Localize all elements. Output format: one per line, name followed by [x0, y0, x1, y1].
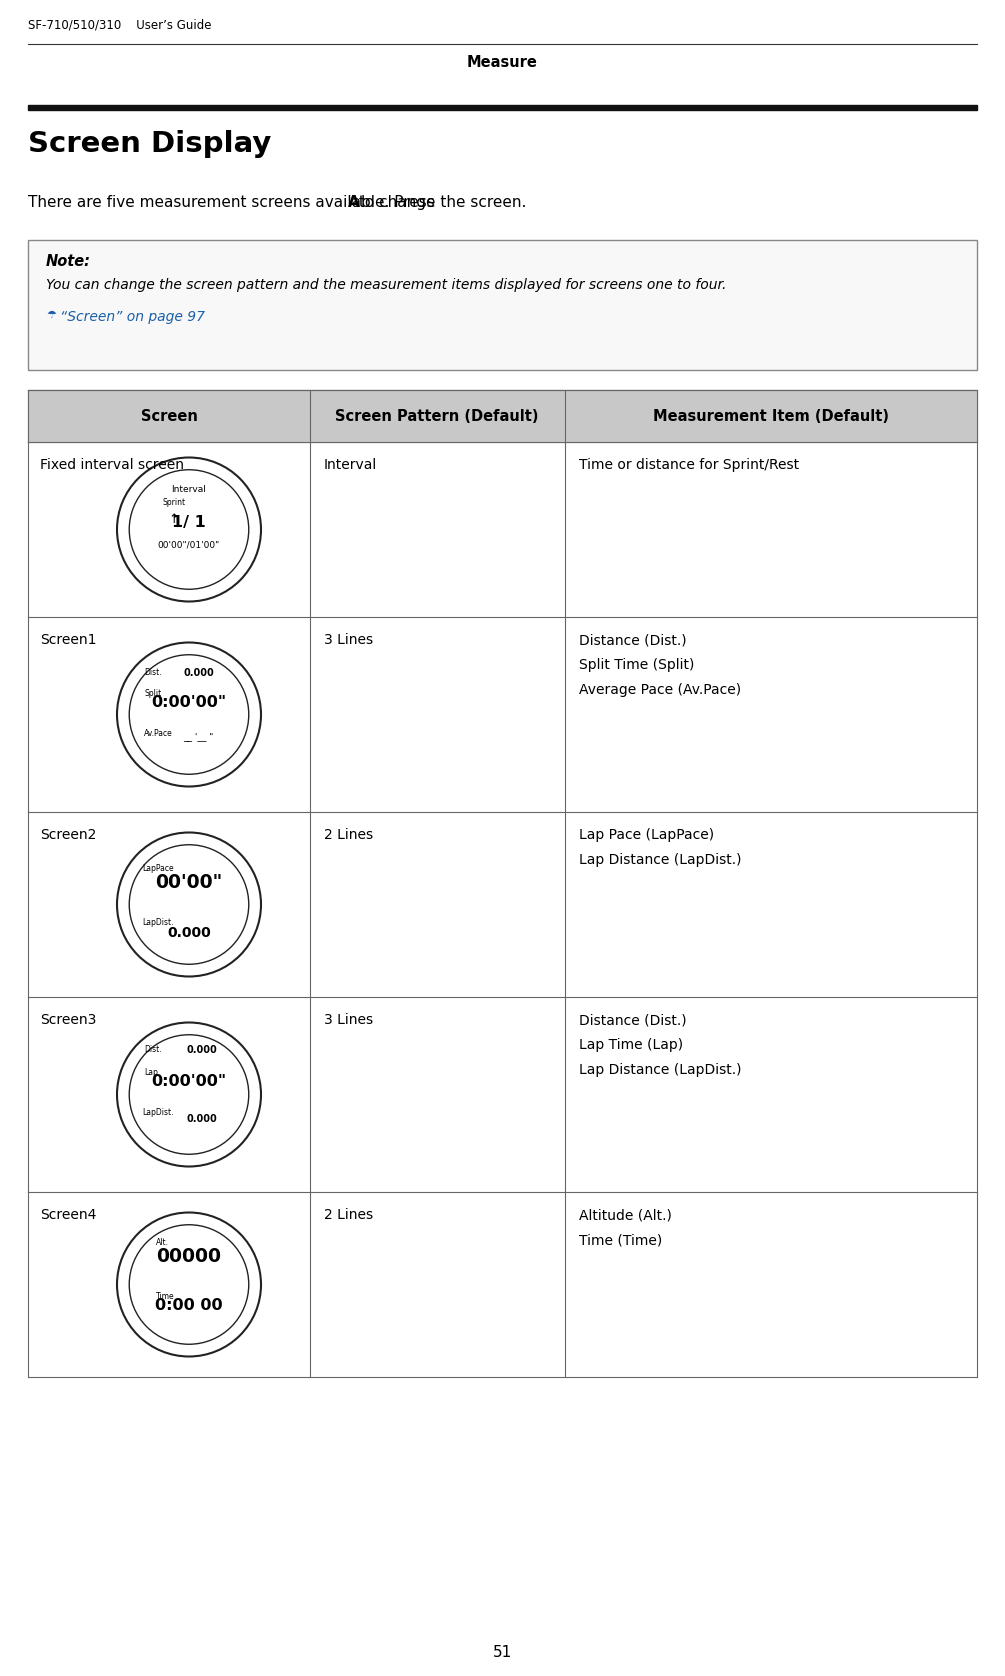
Text: ☂: ☂	[46, 310, 56, 320]
Text: 3 Lines: 3 Lines	[324, 1012, 373, 1027]
Text: __ '__ ": __ '__ "	[183, 732, 213, 741]
Text: Av.Pace: Av.Pace	[144, 729, 173, 739]
Text: Note:: Note:	[46, 255, 91, 270]
Text: Screen3: Screen3	[40, 1012, 96, 1027]
Text: Screen Display: Screen Display	[28, 131, 271, 158]
Text: Lap: Lap	[144, 1068, 158, 1076]
Text: Time or distance for Sprint/Rest: Time or distance for Sprint/Rest	[579, 458, 799, 473]
Text: Split: Split	[144, 689, 162, 699]
Bar	[28, 391, 977, 442]
Text: 0.000: 0.000	[183, 669, 214, 677]
Text: Alt.: Alt.	[156, 1239, 169, 1247]
Text: LapDist.: LapDist.	[143, 918, 174, 927]
Text: You can change the screen pattern and the measurement items displayed for screen: You can change the screen pattern and th…	[46, 278, 727, 292]
Text: 0:00'00": 0:00'00"	[152, 696, 226, 711]
Text: 1/ 1: 1/ 1	[172, 515, 206, 530]
Text: 0:00'00": 0:00'00"	[152, 1074, 226, 1089]
Circle shape	[130, 845, 249, 964]
Text: Dist.: Dist.	[144, 669, 162, 677]
Text: Screen2: Screen2	[40, 828, 96, 841]
Text: Lap Pace (LapPace): Lap Pace (LapPace)	[579, 828, 715, 841]
Text: Fixed interval screen: Fixed interval screen	[40, 458, 184, 473]
Text: Split Time (Split): Split Time (Split)	[579, 659, 694, 672]
Bar	[28, 106, 977, 111]
Text: Interval: Interval	[172, 484, 206, 494]
Text: 0.000: 0.000	[167, 927, 211, 940]
Text: Distance (Dist.): Distance (Dist.)	[579, 634, 686, 647]
Text: 2 Lines: 2 Lines	[324, 828, 373, 841]
Text: SF-710/510/310    User’s Guide: SF-710/510/310 User’s Guide	[28, 18, 211, 30]
Text: 0.000: 0.000	[186, 1046, 217, 1056]
Text: Measurement Item (Default): Measurement Item (Default)	[653, 409, 889, 424]
Text: “Screen” on page 97: “Screen” on page 97	[60, 310, 205, 323]
FancyBboxPatch shape	[28, 240, 977, 370]
Text: Time (Time): Time (Time)	[579, 1234, 662, 1247]
Text: Dist.: Dist.	[144, 1046, 162, 1054]
Text: 00'00": 00'00"	[156, 873, 223, 892]
Circle shape	[130, 1225, 249, 1344]
Text: Screen1: Screen1	[40, 634, 96, 647]
Text: 00000: 00000	[157, 1247, 221, 1267]
Text: Average Pace (Av.Pace): Average Pace (Av.Pace)	[579, 684, 741, 697]
Circle shape	[117, 642, 261, 786]
Text: 51: 51	[492, 1646, 512, 1659]
Text: Time: Time	[156, 1292, 175, 1301]
Circle shape	[130, 1034, 249, 1155]
Text: 0:00 00: 0:00 00	[155, 1297, 223, 1312]
Text: Screen4: Screen4	[40, 1208, 96, 1222]
Text: Screen: Screen	[141, 409, 197, 424]
Text: There are five measurement screens available. Press: There are five measurement screens avail…	[28, 194, 439, 210]
Circle shape	[117, 458, 261, 602]
Circle shape	[117, 1212, 261, 1356]
Circle shape	[130, 469, 249, 590]
Text: LapPace: LapPace	[143, 863, 174, 873]
Text: Altitude (Alt.): Altitude (Alt.)	[579, 1208, 672, 1222]
Text: Distance (Dist.): Distance (Dist.)	[579, 1012, 686, 1027]
Text: Lap Distance (LapDist.): Lap Distance (LapDist.)	[579, 853, 742, 866]
Text: to change the screen.: to change the screen.	[354, 194, 527, 210]
Text: Screen Pattern (Default): Screen Pattern (Default)	[336, 409, 539, 424]
Text: 3 Lines: 3 Lines	[324, 634, 373, 647]
Circle shape	[117, 833, 261, 977]
Text: 0.000: 0.000	[186, 1113, 217, 1123]
Text: 2 Lines: 2 Lines	[324, 1208, 373, 1222]
Circle shape	[130, 655, 249, 774]
Text: A: A	[348, 194, 360, 210]
Circle shape	[117, 1022, 261, 1166]
Text: Measure: Measure	[466, 55, 538, 70]
Text: ↑: ↑	[168, 513, 179, 526]
Text: LapDist.: LapDist.	[143, 1108, 174, 1116]
Text: 00'00"/01'00": 00'00"/01'00"	[158, 540, 220, 550]
Text: Interval: Interval	[324, 458, 377, 473]
Text: Lap Time (Lap): Lap Time (Lap)	[579, 1037, 683, 1053]
Text: Sprint: Sprint	[162, 498, 185, 508]
Text: Lap Distance (LapDist.): Lap Distance (LapDist.)	[579, 1063, 742, 1078]
